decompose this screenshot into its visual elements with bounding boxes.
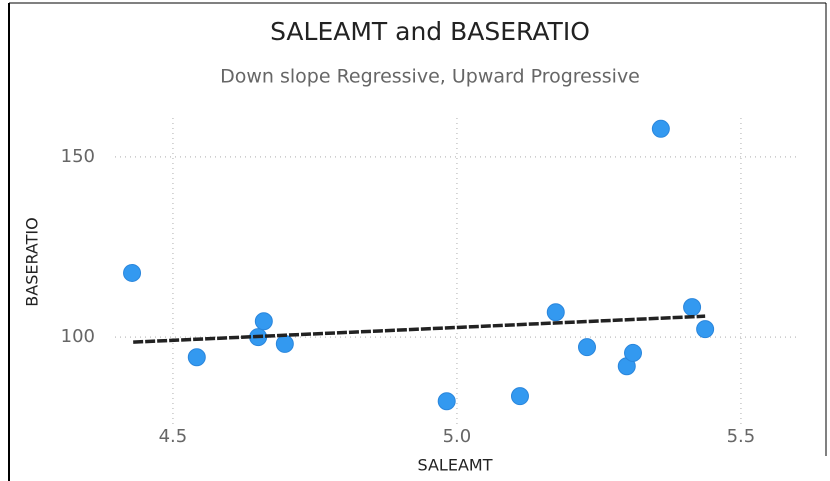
scatter-point <box>624 343 643 362</box>
y-tick-label: 100 <box>61 326 95 347</box>
x-axis-label: SALEAMT <box>418 456 493 475</box>
y-axis-label: BASERATIO <box>23 217 42 306</box>
chart-title: SALEAMT and BASERATIO <box>270 17 590 46</box>
x-tick-label: 5.0 <box>443 426 472 447</box>
scatter-point <box>123 263 142 282</box>
scatter-point <box>683 298 702 317</box>
scatter-point <box>696 320 715 339</box>
scatter-point <box>510 387 529 406</box>
chart-subtitle: Down slope Regressive, Upward Progressiv… <box>220 66 640 88</box>
scatter-point <box>275 334 294 353</box>
scatter-point <box>546 303 565 322</box>
scatter-point <box>437 392 456 411</box>
scatter-point <box>578 338 597 357</box>
x-tick-label: 5.5 <box>727 426 756 447</box>
y-tick-label: 150 <box>61 146 95 167</box>
scatter-point <box>254 312 273 331</box>
trend-line <box>133 314 706 344</box>
scatter-point <box>651 119 670 138</box>
scatter-point <box>187 348 206 367</box>
x-tick-label: 4.5 <box>159 426 188 447</box>
